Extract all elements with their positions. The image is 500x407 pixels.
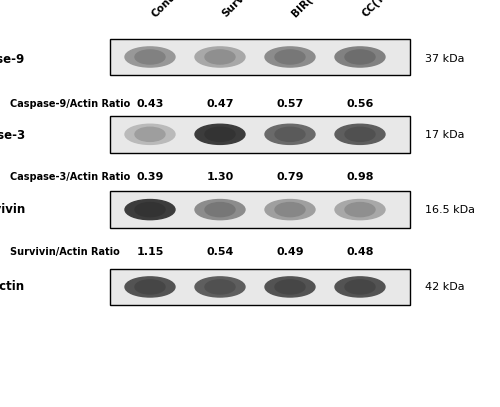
Text: 0.43: 0.43 [136, 99, 164, 109]
Text: 1.30: 1.30 [206, 172, 234, 182]
Text: Caspase-9/Actin Ratio: Caspase-9/Actin Ratio [10, 99, 130, 109]
Text: 0.49: 0.49 [276, 247, 304, 257]
FancyBboxPatch shape [110, 269, 410, 305]
Ellipse shape [275, 127, 305, 141]
Ellipse shape [335, 47, 385, 67]
Text: Caspase-3/Actin Ratio: Caspase-3/Actin Ratio [10, 172, 130, 182]
Ellipse shape [195, 277, 245, 297]
Ellipse shape [265, 47, 315, 67]
Text: CC(T117A): CC(T117A) [360, 0, 411, 19]
Text: 16.5 kDa: 16.5 kDa [425, 205, 475, 214]
Ellipse shape [195, 199, 245, 220]
Ellipse shape [205, 280, 235, 294]
Text: Caspase-3: Caspase-3 [0, 129, 25, 142]
Ellipse shape [345, 127, 375, 141]
Ellipse shape [135, 203, 165, 217]
Text: Survivin/Actin Ratio: Survivin/Actin Ratio [10, 247, 120, 257]
Ellipse shape [205, 50, 235, 64]
Ellipse shape [125, 277, 175, 297]
Ellipse shape [205, 127, 235, 141]
Text: 1.15: 1.15 [136, 247, 164, 257]
Ellipse shape [265, 277, 315, 297]
Ellipse shape [135, 50, 165, 64]
Text: 0.79: 0.79 [276, 172, 304, 182]
FancyBboxPatch shape [110, 39, 410, 75]
Ellipse shape [345, 280, 375, 294]
Text: 0.39: 0.39 [136, 172, 164, 182]
FancyBboxPatch shape [110, 116, 410, 153]
Ellipse shape [335, 277, 385, 297]
Ellipse shape [335, 124, 385, 144]
Ellipse shape [345, 203, 375, 217]
Ellipse shape [345, 50, 375, 64]
Ellipse shape [125, 124, 175, 144]
Ellipse shape [205, 203, 235, 217]
Text: 37 kDa: 37 kDa [425, 54, 465, 64]
Ellipse shape [195, 47, 245, 67]
Text: 42 kDa: 42 kDa [425, 282, 465, 292]
Ellipse shape [275, 50, 305, 64]
Text: Caspase-9: Caspase-9 [0, 53, 25, 66]
Text: 0.54: 0.54 [206, 247, 234, 257]
Text: BIR(T34A): BIR(T34A) [290, 0, 339, 19]
Ellipse shape [195, 124, 245, 144]
Text: 0.48: 0.48 [346, 247, 374, 257]
Text: Survivin(T34/117A): Survivin(T34/117A) [220, 0, 307, 19]
Text: 17 kDa: 17 kDa [425, 130, 465, 140]
Text: Control: Control [150, 0, 188, 19]
Ellipse shape [125, 199, 175, 220]
Text: Survivin: Survivin [0, 203, 25, 216]
Text: 0.47: 0.47 [206, 99, 234, 109]
FancyBboxPatch shape [110, 191, 410, 228]
Ellipse shape [335, 199, 385, 220]
Text: 0.57: 0.57 [276, 99, 303, 109]
Ellipse shape [135, 280, 165, 294]
Text: 0.56: 0.56 [346, 99, 374, 109]
Ellipse shape [275, 280, 305, 294]
Text: 0.98: 0.98 [346, 172, 374, 182]
Ellipse shape [135, 127, 165, 141]
Ellipse shape [125, 47, 175, 67]
Ellipse shape [265, 199, 315, 220]
Ellipse shape [275, 203, 305, 217]
Ellipse shape [265, 124, 315, 144]
Text: Actin: Actin [0, 280, 25, 293]
